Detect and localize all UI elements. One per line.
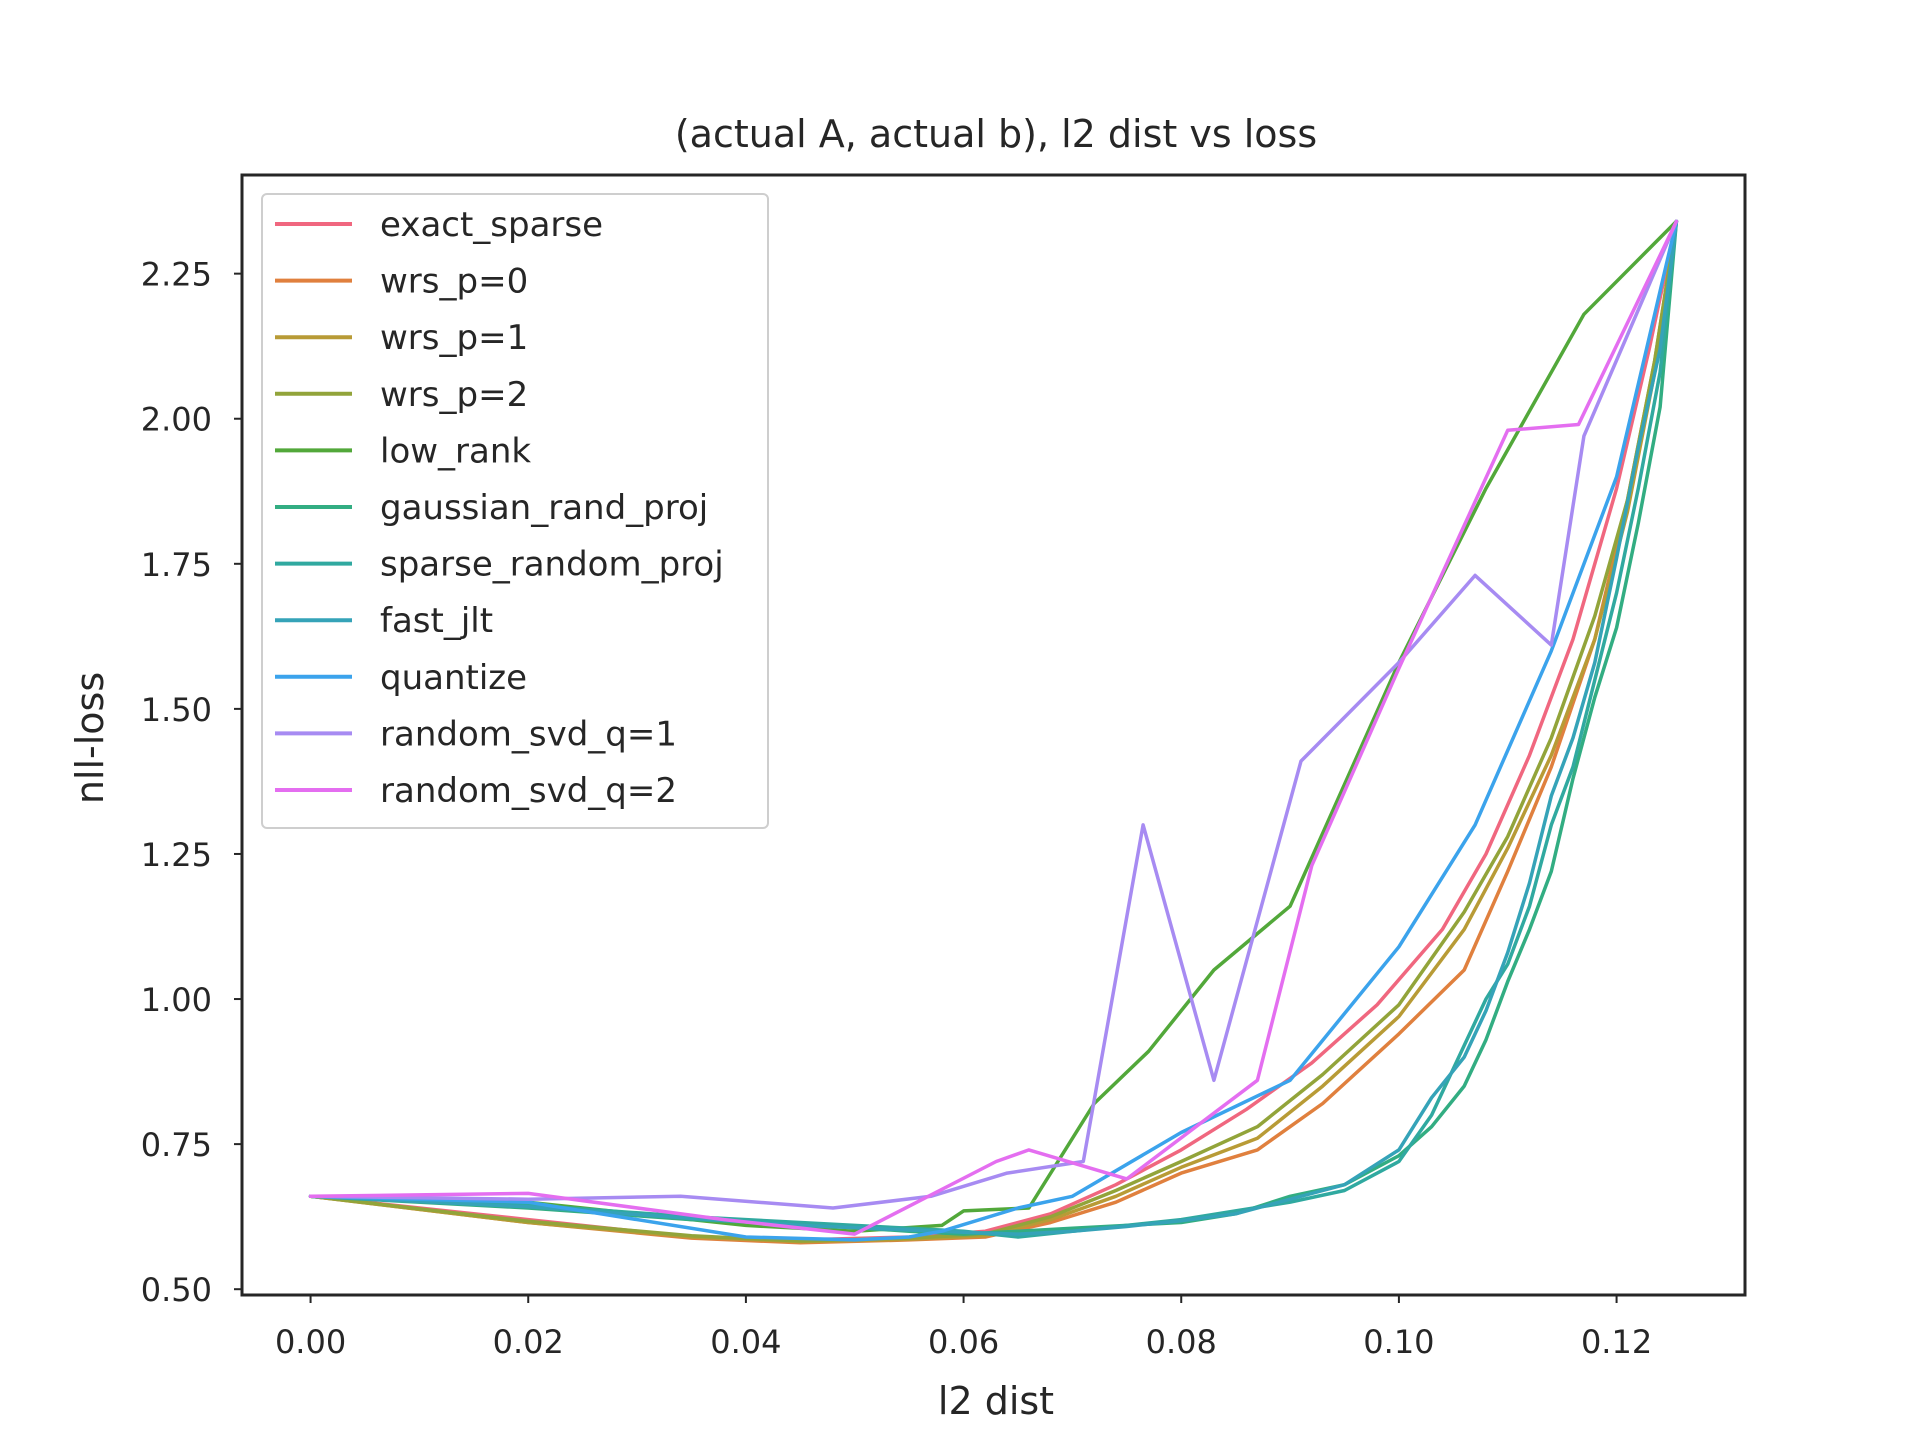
- y-tick-label: 1.75: [141, 546, 212, 584]
- y-tick-label: 1.25: [141, 836, 212, 874]
- x-tick-label: 0.06: [928, 1323, 999, 1361]
- series-layer: [308, 219, 1679, 1245]
- legend-label: low_rank: [380, 431, 531, 471]
- legend-label: wrs_p=1: [380, 318, 528, 358]
- chart-title: (actual A, actual b), l2 dist vs loss: [675, 112, 1317, 156]
- x-tick-label: 0.02: [493, 1323, 564, 1361]
- legend-label: random_svd_q=1: [380, 714, 677, 754]
- legend-label: gaussian_rand_proj: [380, 488, 708, 528]
- series-line-10: [308, 219, 1679, 1236]
- legend-label: fast_jlt: [380, 601, 493, 641]
- legend-label: wrs_p=2: [380, 375, 528, 415]
- x-tick-label: 0.00: [275, 1323, 346, 1361]
- x-tick-label: 0.10: [1363, 1323, 1434, 1361]
- legend-box: [261, 193, 769, 829]
- y-tick-label: 1.00: [141, 981, 212, 1019]
- series-line-8: [308, 219, 1679, 1242]
- series-line-9: [308, 219, 1679, 1210]
- legend: exact_sparse wrs_p=0 wrs_p=1 wrs_p=2 low_ran…: [261, 193, 769, 829]
- y-axis-ticks: 0.50 0.75 1.00 1.25 1.50 1.75 2.00 2.25: [141, 256, 242, 1309]
- y-tick-label: 0.50: [141, 1271, 212, 1309]
- plot-frame: [240, 173, 1747, 1297]
- y-tick-label: 2.00: [141, 401, 212, 439]
- y-tick-label: 1.50: [141, 691, 212, 729]
- legend-label: sparse_random_proj: [380, 545, 724, 585]
- legend-label: quantize: [380, 658, 527, 698]
- legend-items: exact_sparse wrs_p=0 wrs_p=1 wrs_p=2 low_ran…: [275, 205, 724, 811]
- series-line-7: [308, 219, 1679, 1236]
- y-axis-label: nll-loss: [68, 672, 112, 804]
- series-line-3: [308, 219, 1679, 1243]
- y-tick-label: 0.75: [141, 1126, 212, 1164]
- x-tick-label: 0.04: [710, 1323, 781, 1361]
- legend-label: random_svd_q=2: [380, 771, 677, 811]
- x-tick-label: 0.12: [1581, 1323, 1652, 1361]
- x-axis-label: l2 dist: [938, 1379, 1054, 1423]
- y-tick-label: 2.25: [141, 256, 212, 294]
- legend-label: exact_sparse: [380, 205, 603, 245]
- legend-label: wrs_p=0: [380, 262, 528, 302]
- x-axis-ticks: 0.00 0.02 0.04 0.06 0.08 0.10 0.12: [275, 1295, 1652, 1361]
- x-tick-label: 0.08: [1146, 1323, 1217, 1361]
